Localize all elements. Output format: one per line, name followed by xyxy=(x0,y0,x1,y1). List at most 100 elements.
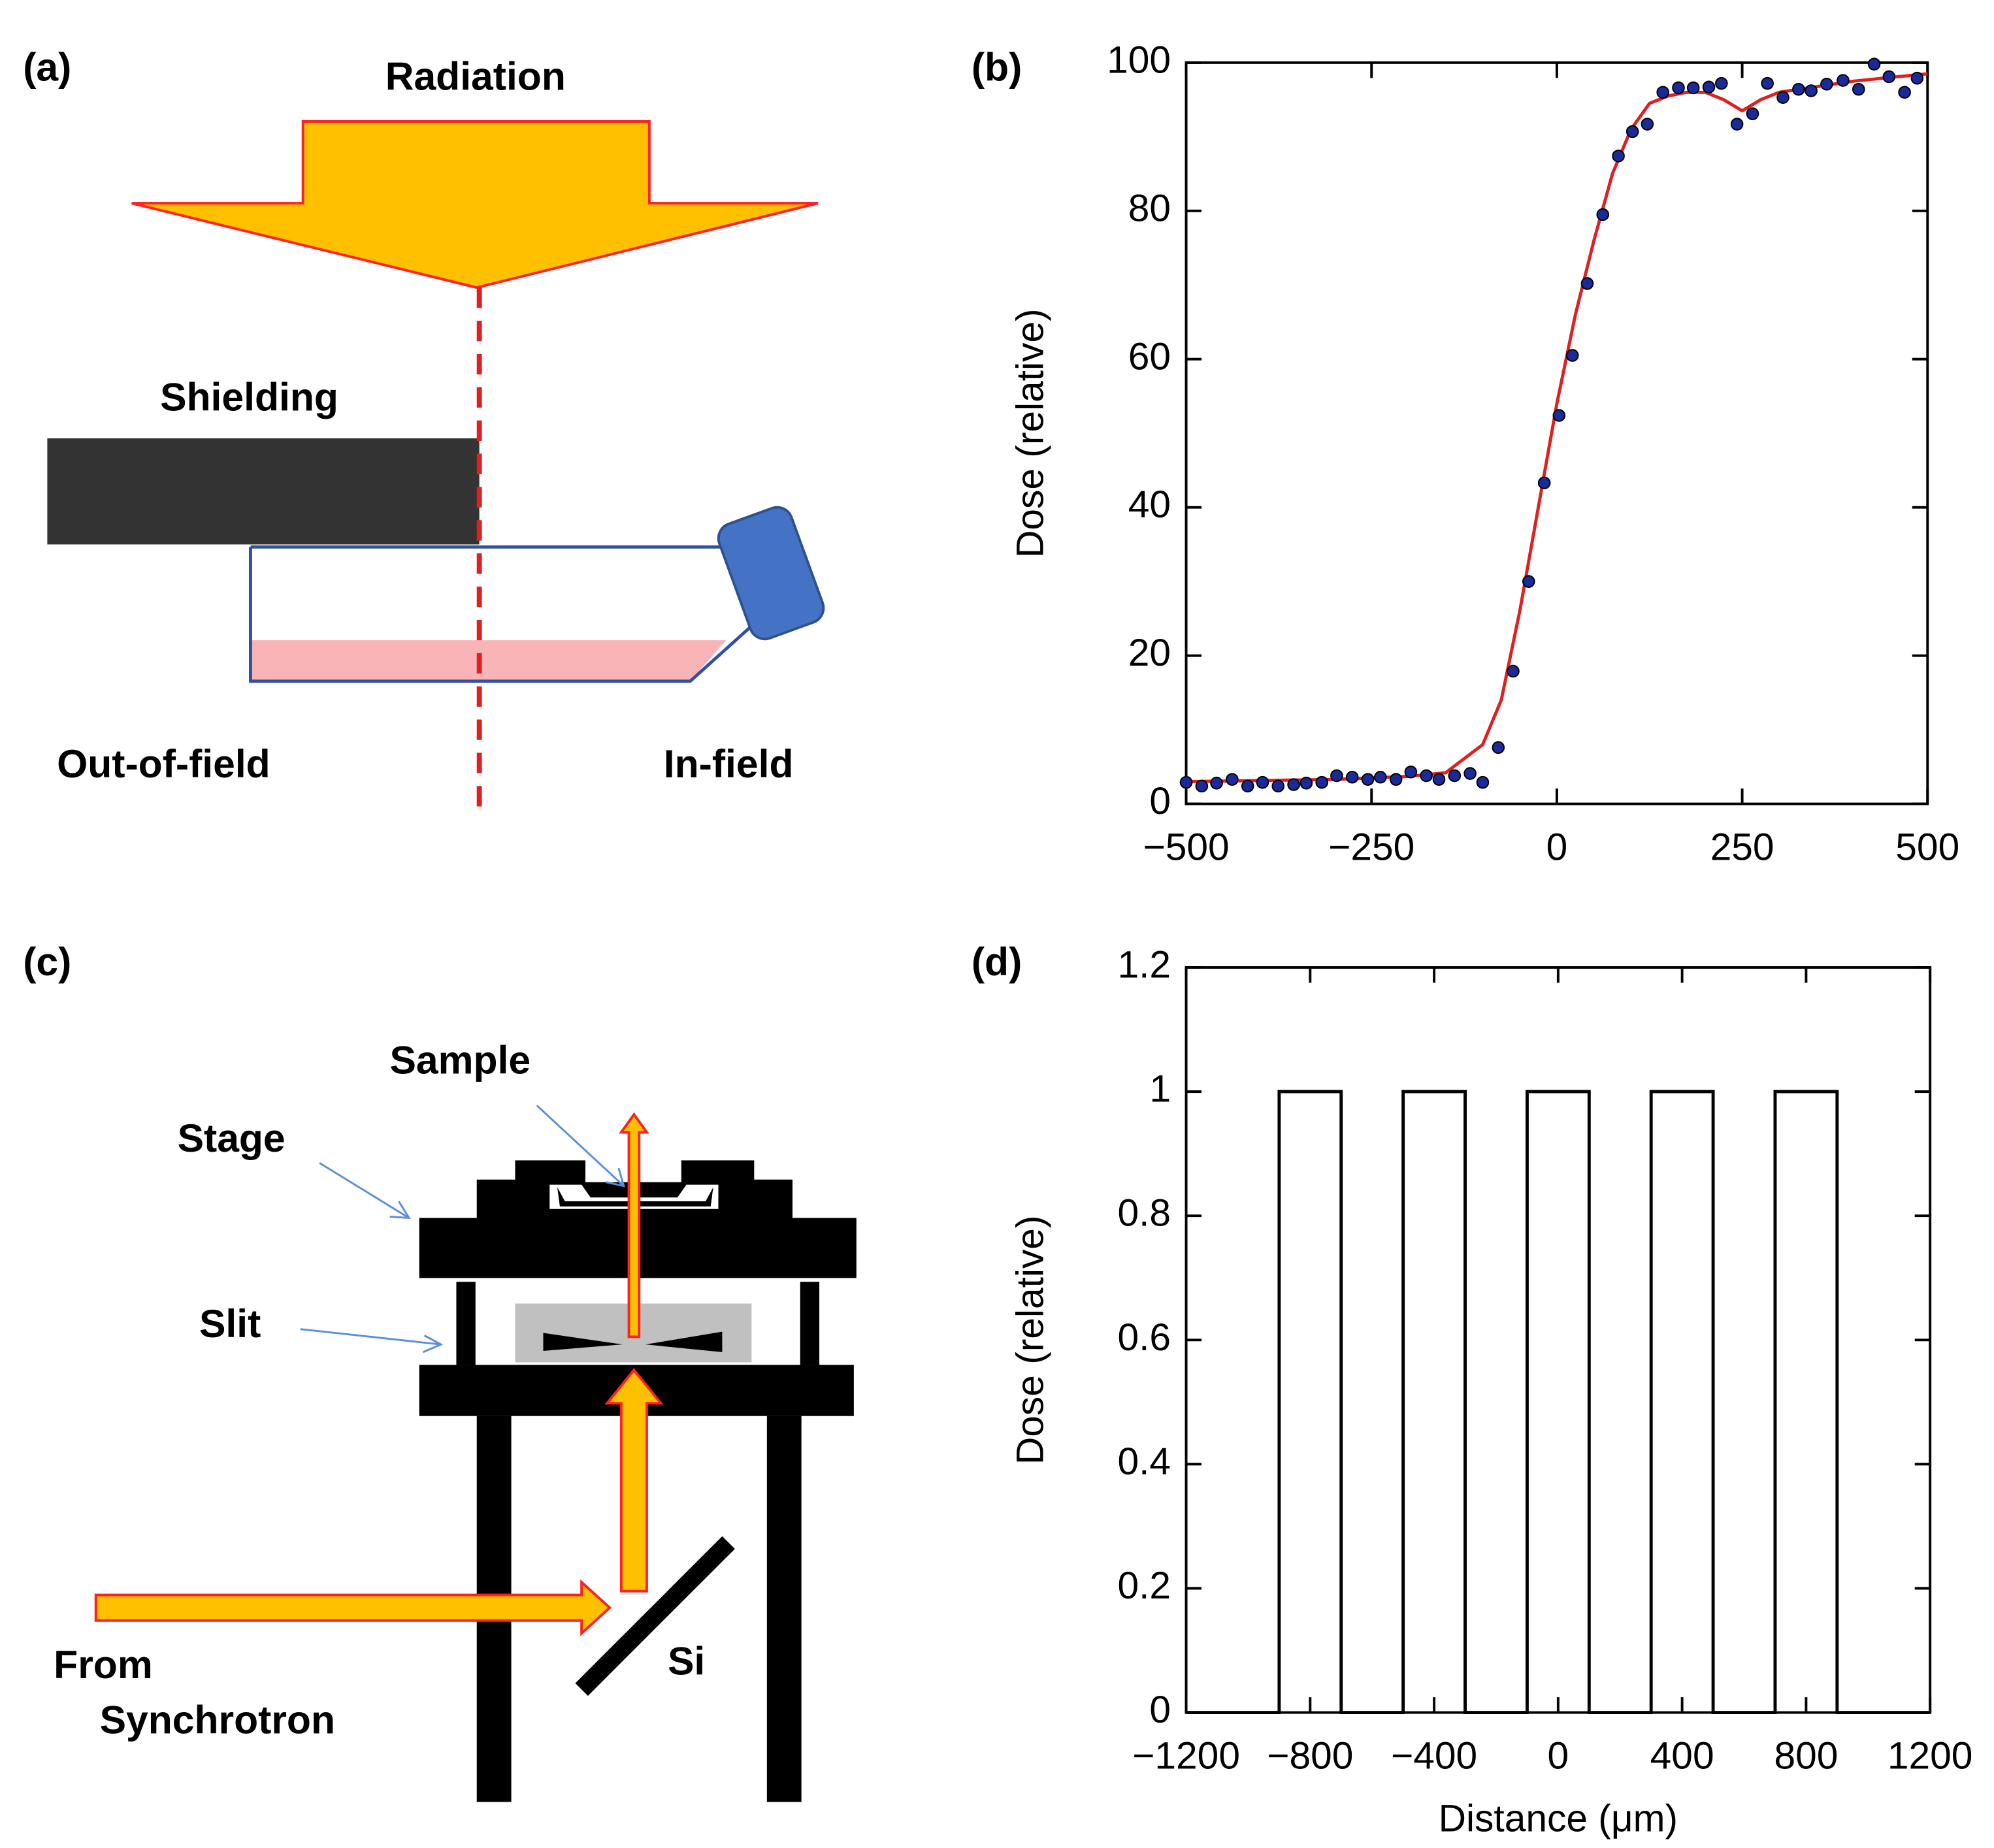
point xyxy=(1686,81,1700,95)
y-tick-label: 60 xyxy=(1128,335,1171,378)
point xyxy=(1867,57,1881,71)
out-field-label: Out-of-field xyxy=(57,741,270,786)
y-tick-label: 1 xyxy=(1149,1068,1171,1110)
slit-jaw xyxy=(543,1333,623,1351)
beam-arrow xyxy=(604,1368,664,1593)
point xyxy=(1882,70,1896,84)
point xyxy=(1761,76,1774,90)
point xyxy=(1210,777,1223,790)
point xyxy=(1432,773,1446,786)
y-tick-label: 1.2 xyxy=(1117,944,1171,986)
y-tick-label: 40 xyxy=(1128,483,1171,526)
x-tick-label: −1200 xyxy=(1132,1735,1240,1777)
source-label: Synchrotron xyxy=(100,1697,335,1742)
x-tick-label: −250 xyxy=(1328,826,1414,869)
x-axis-label: Distance (μm) xyxy=(1439,1797,1678,1840)
point xyxy=(1715,76,1728,90)
point xyxy=(1420,769,1433,783)
x-tick-label: 1200 xyxy=(1888,1735,1973,1777)
y-tick-label: 100 xyxy=(1107,39,1171,81)
point xyxy=(1537,476,1551,490)
point xyxy=(1241,779,1254,793)
x-tick-label: 250 xyxy=(1710,826,1774,869)
beam-arrow xyxy=(619,1112,649,1338)
slit-label: Slit xyxy=(199,1301,261,1346)
flask-cap xyxy=(717,506,825,641)
x-tick-label: 500 xyxy=(1895,826,1959,869)
panel-label: (a) xyxy=(23,45,71,89)
x-tick-label: 0 xyxy=(1548,1735,1569,1777)
point xyxy=(1898,86,1911,99)
point xyxy=(1256,775,1269,789)
y-tick-label: 0.6 xyxy=(1117,1316,1171,1359)
y-axis-label: Dose (relative) xyxy=(1009,308,1051,558)
point xyxy=(1179,775,1193,789)
point xyxy=(1626,125,1639,138)
sample-label: Sample xyxy=(389,1038,531,1082)
leg xyxy=(766,1416,802,1802)
point xyxy=(1195,779,1209,793)
sample-dish xyxy=(557,1187,713,1207)
y-tick-label: 0.2 xyxy=(1117,1564,1171,1607)
point xyxy=(1315,775,1328,789)
point xyxy=(1361,773,1375,786)
point xyxy=(1580,277,1594,290)
chart: 0 20 40 60 80 100 −500 −250 0 250 500 Dose (relativ… xyxy=(1009,39,1959,868)
point xyxy=(1287,778,1300,791)
x-tick-label: −800 xyxy=(1267,1735,1353,1777)
shield-label: Shielding xyxy=(160,374,338,419)
panel-label: (d) xyxy=(972,939,1022,984)
panel-label: (b) xyxy=(972,45,1022,89)
series-line xyxy=(1186,1090,1931,1715)
point xyxy=(1271,779,1285,793)
y-tick-label: 0.4 xyxy=(1117,1440,1171,1483)
point xyxy=(1389,773,1403,786)
point xyxy=(1463,767,1477,780)
point xyxy=(1330,769,1343,783)
point xyxy=(1404,766,1418,779)
y-tick-label: 0 xyxy=(1149,1689,1171,1731)
series-line xyxy=(1186,72,1928,784)
in-field-label: In-field xyxy=(664,741,794,786)
point xyxy=(1448,769,1462,783)
slit-jaw xyxy=(645,1331,723,1352)
pointers xyxy=(300,1105,625,1354)
y-tick-label: 0.8 xyxy=(1117,1192,1171,1235)
point xyxy=(1299,777,1313,790)
y-tick-label: 0 xyxy=(1149,780,1171,822)
point xyxy=(1476,775,1490,789)
post xyxy=(800,1282,820,1365)
diagram-a: Radiation Shielding Out-of-field In-fiel… xyxy=(47,54,825,813)
stage-label: Stage xyxy=(178,1116,286,1160)
point xyxy=(1702,80,1716,94)
point xyxy=(1565,349,1579,362)
point xyxy=(1612,150,1625,163)
point xyxy=(1522,575,1535,588)
diagram-c: Sample Stage Slit From Synchrotron Si xyxy=(54,1038,857,1802)
y-tick-label: 80 xyxy=(1128,187,1171,229)
point xyxy=(1805,84,1818,97)
point xyxy=(1730,118,1744,131)
shield xyxy=(47,438,480,545)
point xyxy=(1226,773,1239,786)
chart: 0 0.2 0.4 0.6 0.8 1 1.2 −1200 −800 −400 0 400 800 120… xyxy=(1009,944,1972,1840)
x-tick-label: 800 xyxy=(1774,1735,1838,1777)
x-tick-label: −400 xyxy=(1391,1735,1477,1777)
point xyxy=(1507,664,1520,678)
point xyxy=(1852,82,1865,96)
x-tick-label: −500 xyxy=(1143,826,1229,869)
point xyxy=(1910,71,1924,85)
panel-label: (c) xyxy=(23,939,71,984)
point xyxy=(1492,741,1505,754)
point xyxy=(1746,107,1759,120)
x-tick-label: 0 xyxy=(1546,826,1568,869)
x-tick-label: 400 xyxy=(1650,1735,1714,1777)
post xyxy=(456,1282,476,1365)
point xyxy=(1345,770,1359,784)
point xyxy=(1656,86,1669,99)
beam-arrow xyxy=(94,1579,612,1636)
point xyxy=(1820,78,1833,91)
flask xyxy=(249,545,755,683)
si-label: Si xyxy=(668,1638,705,1683)
